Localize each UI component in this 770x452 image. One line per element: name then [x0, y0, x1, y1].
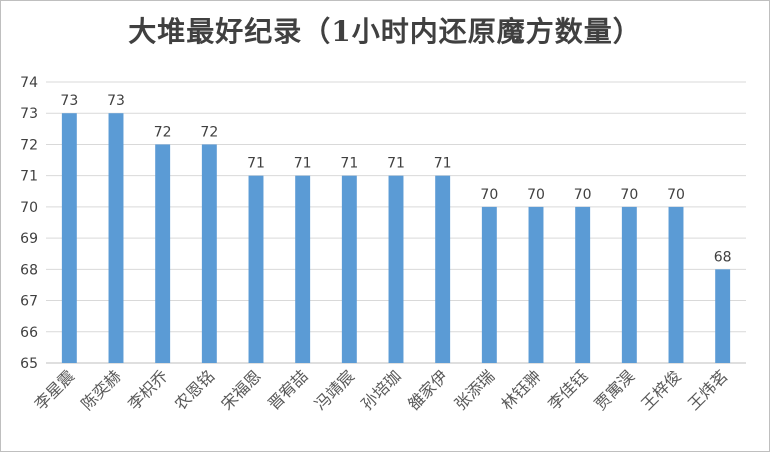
y-tick-label: 67 [20, 294, 38, 310]
y-tick-label: 72 [20, 137, 38, 153]
y-tick-label: 69 [20, 231, 38, 247]
data-label: 71 [340, 156, 358, 172]
bar [528, 206, 544, 363]
y-tick-label: 71 [20, 169, 38, 185]
data-label: 70 [667, 187, 685, 203]
data-label: 73 [60, 93, 78, 109]
data-label: 73 [107, 93, 125, 109]
x-tick-label: 陈奕赫 [77, 366, 124, 413]
x-tick-label: 李枳乔 [124, 366, 171, 413]
x-tick-label: 冯靖宸 [311, 366, 358, 413]
y-tick-label: 74 [20, 75, 38, 91]
x-tick-label: 李佳钰 [544, 366, 591, 413]
bar [108, 113, 124, 363]
data-label: 71 [294, 156, 312, 172]
data-label: 72 [154, 124, 172, 140]
x-axis-labels: 李星震 陈奕赫 李枳乔 农恩铭 宋福恩 晋宥喆 冯靖宸 孙培珈 雒家伊 张添瑞 林钰翀 李佳钰 贾寓淏王… [31, 366, 732, 413]
bar [481, 206, 497, 363]
y-tick-label: 73 [20, 106, 38, 122]
bar [621, 206, 637, 363]
data-label: 70 [620, 187, 638, 203]
x-tick-label: 王梓俊 [637, 366, 684, 413]
bar [388, 175, 404, 363]
x-tick-label: 农恩铭 [171, 366, 218, 413]
data-label: 71 [247, 156, 265, 172]
x-tick-label: 张添瑞 [451, 366, 498, 413]
y-tick-label: 66 [20, 325, 38, 341]
x-tick-label: 林钰翀 [497, 366, 544, 413]
bar [61, 113, 77, 363]
data-labels: 73 73 72 72 71 71 71 71 71 70 70 70 70 70 68 [60, 93, 731, 265]
data-label: 68 [714, 249, 732, 265]
chart-title: 大堆最好纪录（1小时内还原魔方数量） [128, 15, 642, 48]
data-label: 72 [200, 124, 218, 140]
x-tick-label: 宋福恩 [217, 366, 264, 413]
data-label: 70 [480, 187, 498, 203]
x-tick-label: 王炜茗 [684, 366, 731, 413]
x-tick-label: 晋宥喆 [264, 366, 311, 413]
bars [61, 113, 731, 363]
bar [668, 206, 684, 363]
x-tick-label: 贾寓淏 [591, 366, 638, 413]
bar [201, 144, 217, 363]
data-label: 70 [574, 187, 592, 203]
data-label: 70 [527, 187, 545, 203]
data-label: 71 [387, 156, 405, 172]
data-label: 71 [434, 156, 452, 172]
y-axis-ticks: 65 66 67 68 69 70 71 72 73 74 [20, 75, 38, 372]
bar [155, 144, 171, 363]
y-tick-label: 65 [20, 356, 38, 372]
y-tick-label: 68 [20, 262, 38, 278]
bar [715, 269, 731, 363]
bar [248, 175, 264, 363]
y-tick-label: 70 [20, 200, 38, 216]
x-tick-label: 孙培珈 [357, 366, 404, 413]
bar [295, 175, 311, 363]
x-tick-label: 李星震 [31, 366, 78, 413]
x-tick-label: 雒家伊 [404, 366, 451, 413]
bar [341, 175, 357, 363]
bar [435, 175, 451, 363]
bar [575, 206, 591, 363]
